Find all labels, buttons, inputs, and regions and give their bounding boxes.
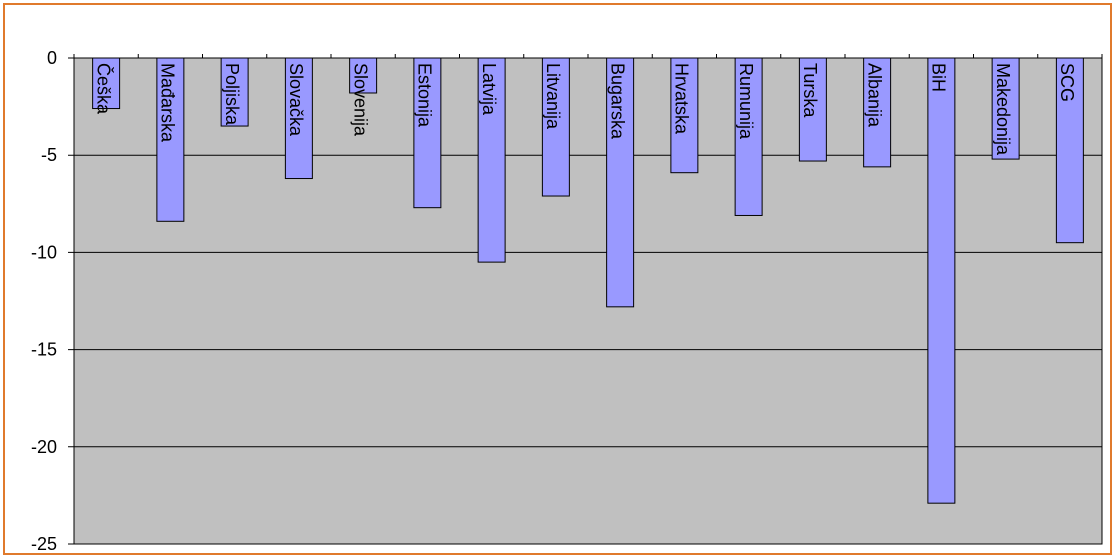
y-tick-label: -20	[31, 437, 57, 457]
bars	[92, 57, 1084, 504]
category-label: Hrvatska	[672, 63, 692, 135]
bar	[991, 57, 1020, 160]
bar	[413, 57, 442, 209]
category-label: Poljiska	[222, 63, 242, 126]
bar	[863, 57, 892, 168]
category-label: Češka	[93, 63, 114, 115]
bar	[220, 57, 249, 127]
bar	[477, 57, 506, 263]
category-label: Estonija	[415, 63, 435, 128]
category-labels: Češka Mađarska Poljiska Slovačka Slovenija Es…	[93, 63, 1077, 156]
bar	[156, 57, 185, 222]
category-label: Litvanija	[543, 63, 563, 130]
bar	[798, 57, 827, 162]
category-label: BiH	[929, 63, 949, 92]
bar	[606, 57, 635, 308]
category-label: Latvija	[479, 63, 499, 116]
bar	[734, 57, 763, 216]
y-tick-label: 0	[47, 48, 57, 68]
bar	[1055, 57, 1084, 244]
category-label: Bugarska	[607, 63, 627, 140]
bar	[284, 57, 313, 180]
y-tick-label: -5	[41, 145, 57, 165]
bar	[92, 57, 121, 110]
category-label: Mađarska	[158, 63, 178, 143]
bar-chart: 0 -5 -10 -15 -20 -25 Češka Mađarska Poljiska Slo…	[31, 48, 1103, 553]
category-label: Slovačka	[286, 63, 306, 137]
y-tick-label: -15	[31, 340, 57, 360]
category-label: Albanija	[864, 63, 884, 128]
category-label: Slovenija	[350, 63, 370, 137]
y-tick-label: -10	[31, 242, 57, 262]
bar	[927, 57, 956, 504]
y-axis-tick-labels: 0 -5 -10 -15 -20 -25	[31, 48, 57, 553]
category-label: Rumunija	[736, 63, 756, 140]
category-label: SCG	[1057, 63, 1077, 102]
category-label: Makedonija	[993, 63, 1013, 156]
bar	[541, 57, 570, 197]
category-label: Turska	[800, 63, 820, 118]
bar	[349, 57, 378, 94]
bar	[670, 57, 699, 174]
chart-frame: 0 -5 -10 -15 -20 -25 Češka Mađarska Poljiska Slo…	[3, 3, 1112, 555]
y-tick-label: -25	[31, 534, 57, 553]
